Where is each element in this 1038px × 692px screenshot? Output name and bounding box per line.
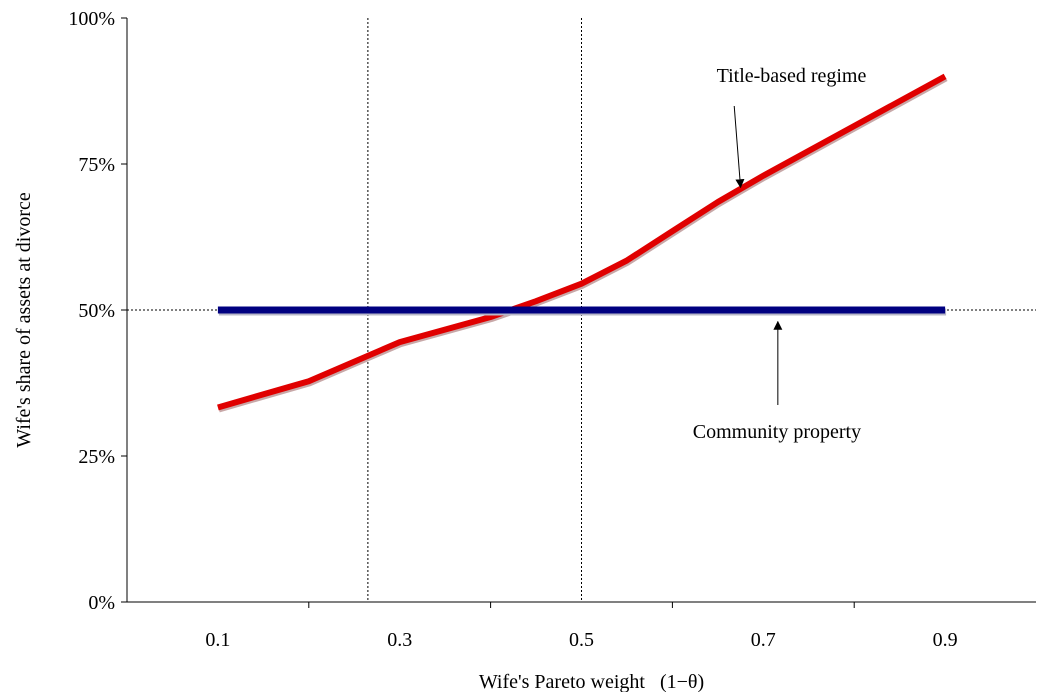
y-tick-label: 25%	[78, 446, 115, 468]
title-based-regime-label: Title-based regime	[717, 65, 867, 87]
y-axis-title: Wife's share of assets at divorce	[13, 192, 35, 448]
x-tick-label: 0.5	[569, 629, 594, 651]
title-based-regime-arrow	[733, 105, 745, 189]
y-axis-ticks	[121, 17, 127, 603]
title-based-regime-line	[217, 73, 947, 411]
x-tick-label: 0.3	[387, 629, 412, 651]
x-axis-tick-labels: 0.1 0.3 0.5 0.7 0.9	[205, 629, 957, 651]
x-axis-ticks	[308, 602, 855, 608]
x-axis-title-symbol: (1−θ)	[660, 671, 704, 692]
y-axis-tick-labels: 0% 25% 50% 75% 100%	[68, 8, 115, 614]
x-axis-title-text: Wife's Pareto weight	[479, 671, 646, 692]
x-tick-label: 0.9	[933, 629, 958, 651]
x-tick-label: 0.7	[751, 629, 776, 651]
community-property-label: Community property	[693, 421, 861, 443]
x-axis-title: Wife's Pareto weight (1−θ)	[479, 671, 704, 692]
x-tick-label: 0.1	[205, 629, 230, 651]
y-tick-label: 50%	[78, 300, 115, 322]
y-tick-label: 75%	[78, 154, 115, 176]
title-based-regime-line-shadow	[218, 75, 948, 413]
y-tick-label: 100%	[68, 8, 115, 30]
y-tick-label: 0%	[88, 592, 115, 614]
